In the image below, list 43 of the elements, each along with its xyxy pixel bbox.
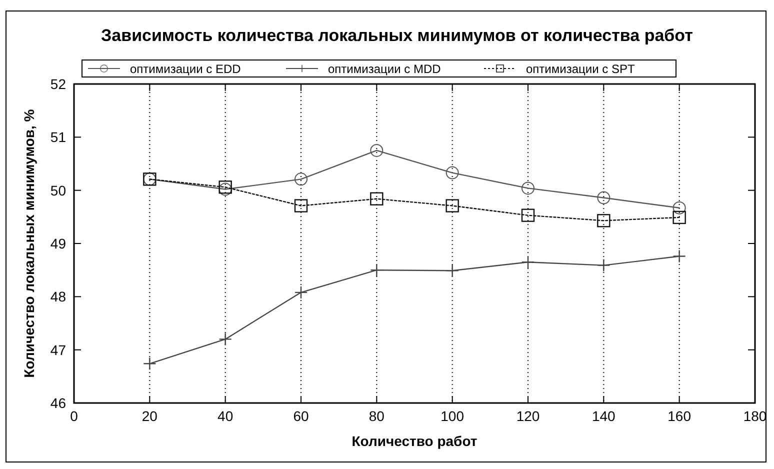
point <box>597 214 610 228</box>
y-tick-label: 50 <box>50 182 66 198</box>
y-tick-label: 52 <box>50 76 66 92</box>
x-tick-label: 100 <box>440 408 464 424</box>
point <box>294 199 308 212</box>
point <box>294 172 308 186</box>
point <box>672 210 686 224</box>
point <box>521 208 535 222</box>
point <box>672 250 686 263</box>
x-tick-label: 160 <box>668 408 692 424</box>
x-tick-label: 80 <box>368 408 385 424</box>
point <box>294 286 308 300</box>
point <box>597 191 610 204</box>
y-tick-label: 47 <box>50 342 66 358</box>
legend-label: оптимизации с EDD <box>130 62 242 76</box>
x-tick-label: 0 <box>70 408 78 424</box>
point <box>370 192 384 206</box>
x-tick-label: 40 <box>218 408 234 424</box>
point <box>522 182 534 195</box>
x-tick-label: 140 <box>592 408 616 424</box>
point <box>446 199 459 212</box>
y-axis-title: Количество локальных минимумов, % <box>21 108 37 378</box>
point <box>597 258 610 272</box>
x-tick-label: 180 <box>743 408 767 424</box>
point <box>446 264 459 278</box>
x-tick-label: 20 <box>142 408 158 424</box>
y-tick-label: 49 <box>50 236 66 252</box>
legend-label: оптимизации с MDD <box>328 62 442 76</box>
x-tick-label: 60 <box>293 408 309 424</box>
point <box>446 166 459 180</box>
point <box>672 201 686 214</box>
x-tick-label: 120 <box>516 408 540 424</box>
point <box>218 332 232 346</box>
point <box>370 144 384 157</box>
chart-title: Зависимость количества локальных минимумов от количества работ <box>101 26 693 45</box>
x-axis-title: Количество работ <box>352 433 478 449</box>
point <box>370 263 384 277</box>
y-tick-label: 46 <box>50 395 66 411</box>
y-tick-label: 51 <box>50 129 66 146</box>
y-tick-label: 48 <box>50 288 66 305</box>
point <box>521 256 535 269</box>
legend-label: оптимизации с SPT <box>526 62 636 76</box>
point <box>143 357 156 370</box>
